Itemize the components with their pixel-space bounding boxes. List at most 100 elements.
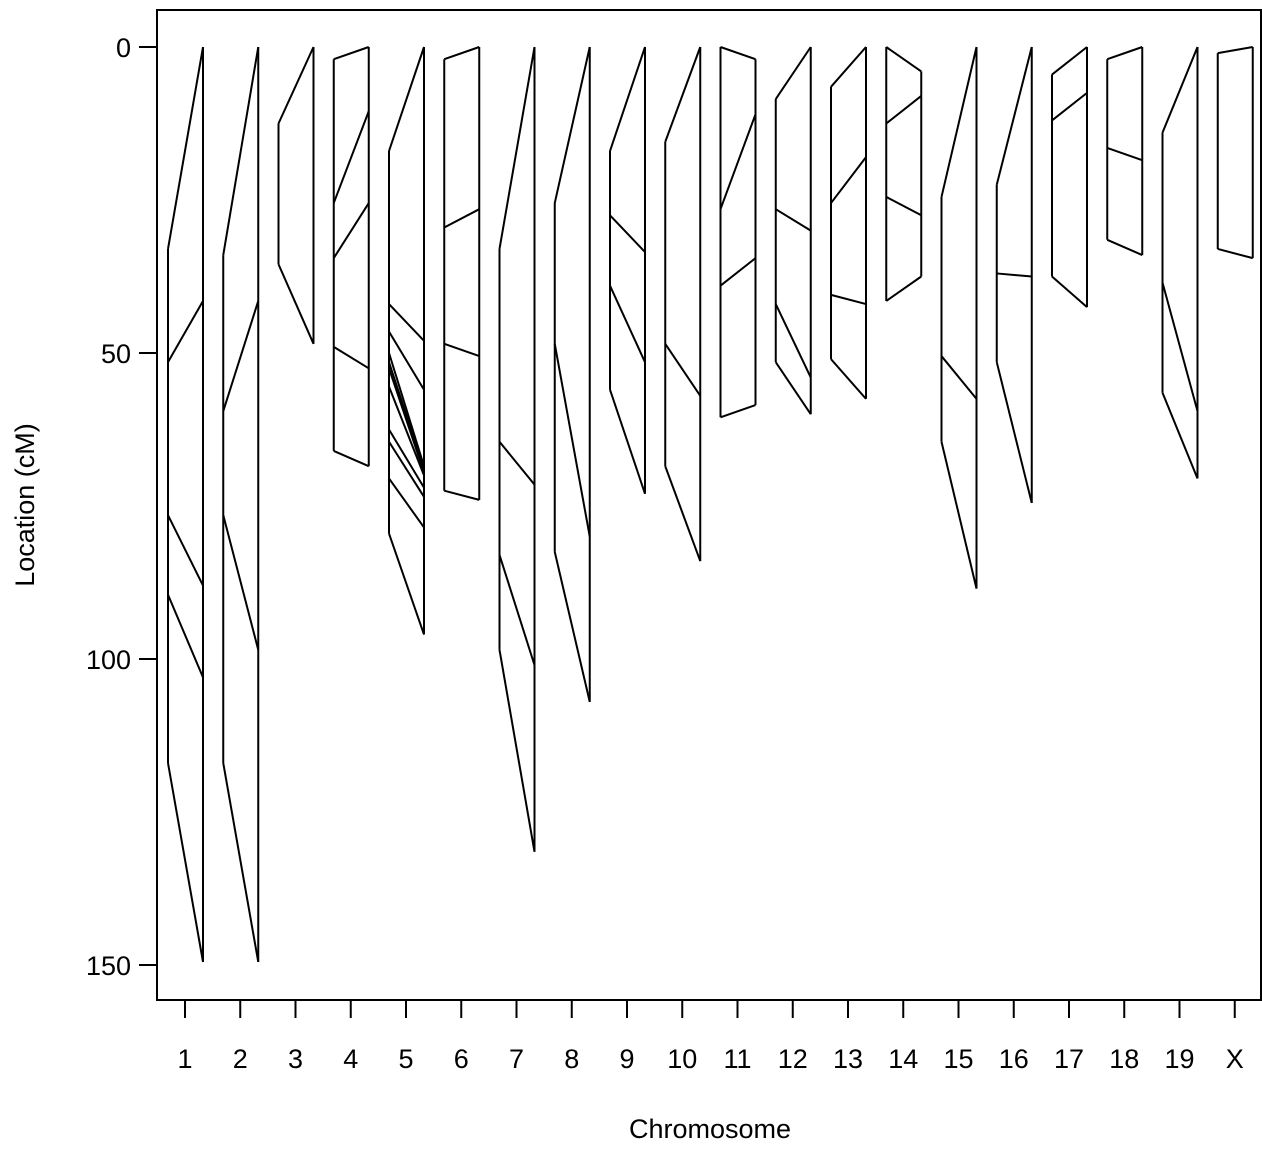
marker-connector: [609, 214, 646, 253]
marker-connector: [222, 514, 260, 651]
x-tick-label: 10: [667, 1044, 697, 1074]
marker-connector: [333, 46, 370, 61]
x-tick-label: 15: [943, 1044, 973, 1074]
chromosome-map-8: [553, 46, 591, 703]
marker-connector: [940, 46, 978, 198]
marker-connector: [609, 389, 646, 495]
marker-connector: [388, 303, 425, 342]
chromosome-map-10: [664, 46, 702, 562]
x-axis-title: Chromosome: [629, 1114, 791, 1144]
y-axis-title: Location (cM): [10, 423, 40, 587]
chromosome-map-9: [609, 46, 646, 495]
marker-connector: [388, 331, 425, 391]
marker-connector: [995, 361, 1033, 504]
marker-connector: [885, 196, 922, 217]
chromosome-map-13: [830, 46, 867, 400]
marker-connector: [222, 762, 260, 963]
marker-connector: [388, 361, 425, 470]
chromosome-map-17: [1051, 46, 1088, 308]
x-tick-label: 8: [564, 1044, 579, 1074]
marker-connector: [720, 404, 756, 419]
marker-connector: [222, 300, 260, 412]
marker-connector: [1051, 46, 1088, 76]
chromosome-map-4: [332, 46, 370, 468]
marker-connector: [167, 762, 204, 963]
chromosome-map-6: [443, 46, 481, 501]
x-tick-label: X: [1226, 1044, 1244, 1074]
x-tick-label: 3: [288, 1044, 303, 1074]
marker-connector: [498, 554, 536, 666]
chromosome-map-15: [940, 46, 978, 589]
chromosome-map-16: [995, 46, 1033, 504]
marker-connector: [774, 303, 812, 378]
marker-connector: [167, 594, 204, 678]
marker-connector: [1217, 46, 1253, 55]
marker-connector: [388, 533, 425, 635]
marker-connector: [1217, 247, 1254, 260]
marker-connector: [167, 300, 204, 363]
marker-connector: [388, 367, 425, 473]
x-axis: 1 2 3 4 5 6 7 8 9 10 11 12 13 14 15 16 17 18 19 X: [177, 1000, 1244, 1074]
marker-connector: [332, 110, 370, 204]
marker-connector: [774, 361, 812, 415]
y-tick-label: 50: [101, 339, 131, 369]
marker-connector: [885, 46, 922, 73]
plot-frame: [156, 9, 1262, 1001]
marker-connector: [277, 263, 315, 345]
marker-connector: [885, 275, 922, 302]
marker-connector: [719, 257, 757, 287]
marker-connector: [388, 352, 425, 467]
chromosome-map-18: [1106, 46, 1144, 256]
x-tick-label: 2: [233, 1044, 248, 1074]
marker-connector: [995, 46, 1033, 185]
marker-connector: [1161, 392, 1199, 479]
marker-connector: [774, 46, 812, 100]
x-tick-label: 14: [888, 1044, 918, 1074]
chromosome-map-11: [719, 46, 757, 419]
x-tick-label: 5: [398, 1044, 413, 1074]
marker-connector: [553, 551, 591, 703]
marker-connector: [830, 358, 867, 400]
marker-connector: [940, 355, 978, 400]
marker-connector: [1161, 46, 1199, 134]
marker-connector: [222, 46, 260, 256]
chromosome-map-X: [1216, 46, 1254, 260]
marker-connector: [1051, 92, 1088, 122]
x-tick-label: 7: [509, 1044, 524, 1074]
chromosome-map-7: [498, 46, 536, 852]
chromosome-map-1: [167, 46, 204, 963]
marker-connector: [830, 156, 867, 204]
marker-connector: [609, 46, 646, 152]
marker-connector: [1106, 147, 1143, 162]
marker-connector: [553, 343, 591, 537]
y-tick-label: 100: [86, 645, 131, 675]
marker-connector: [277, 46, 315, 124]
marker-connector: [388, 441, 425, 498]
marker-connector: [332, 202, 370, 259]
marker-connector: [333, 346, 370, 370]
marker-connector: [167, 46, 204, 250]
marker-connector: [443, 489, 480, 501]
marker-connector: [1161, 282, 1199, 412]
marker-connector: [664, 465, 702, 562]
x-tick-label: 18: [1109, 1044, 1139, 1074]
marker-connector: [1106, 46, 1143, 61]
marker-connector: [498, 649, 536, 852]
marker-connector: [719, 113, 757, 210]
marker-connector: [333, 450, 370, 468]
marker-connector: [664, 46, 702, 143]
x-tick-label: 4: [343, 1044, 358, 1074]
x-tick-label: 16: [999, 1044, 1029, 1074]
chromosome-map-19: [1161, 46, 1199, 479]
y-tick-label: 0: [116, 33, 131, 63]
y-tick-label: 150: [86, 951, 131, 981]
marker-connector: [720, 46, 756, 61]
chromosome-map-3: [277, 46, 315, 345]
x-tick-label: 13: [833, 1044, 863, 1074]
chromosome-maps: [167, 46, 1254, 963]
marker-connector: [830, 293, 867, 306]
marker-connector: [830, 46, 867, 88]
x-tick-label: 6: [454, 1044, 469, 1074]
chromosome-map-2: [222, 46, 260, 963]
marker-connector: [940, 441, 978, 589]
